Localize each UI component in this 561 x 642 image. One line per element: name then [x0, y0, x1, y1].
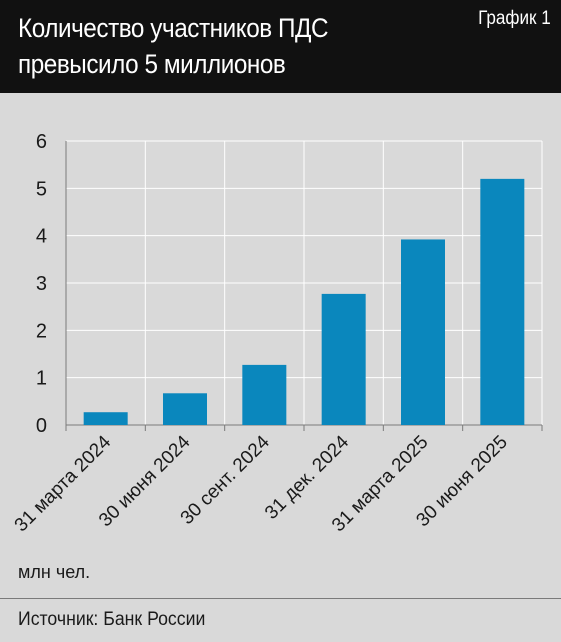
source-note: Источник: Банк России — [18, 609, 206, 630]
unit-label: млн чел. — [18, 562, 91, 582]
y-tick-label: 0 — [36, 415, 47, 437]
chart-title-line-2: превысило 5 миллионов — [18, 49, 286, 79]
footer-divider — [0, 598, 561, 599]
chart-title: Количество участников ПДС превысило 5 ми… — [18, 10, 396, 82]
chart-header: Количество участников ПДС превысило 5 ми… — [0, 0, 561, 93]
y-tick-label: 1 — [36, 368, 47, 390]
y-tick-label: 5 — [36, 178, 47, 200]
bar — [163, 393, 207, 425]
y-tick-label: 4 — [36, 226, 47, 248]
y-tick-label: 2 — [36, 320, 47, 342]
bar — [242, 364, 287, 425]
y-tick-label: 6 — [36, 131, 47, 153]
bar — [401, 239, 445, 425]
y-tick-label: 3 — [36, 273, 47, 295]
bar — [83, 412, 128, 425]
bar — [321, 293, 366, 425]
bar — [480, 178, 525, 425]
chart-number-label: График 1 — [478, 8, 551, 29]
chart-title-line-1: Количество участников ПДС — [18, 13, 329, 43]
